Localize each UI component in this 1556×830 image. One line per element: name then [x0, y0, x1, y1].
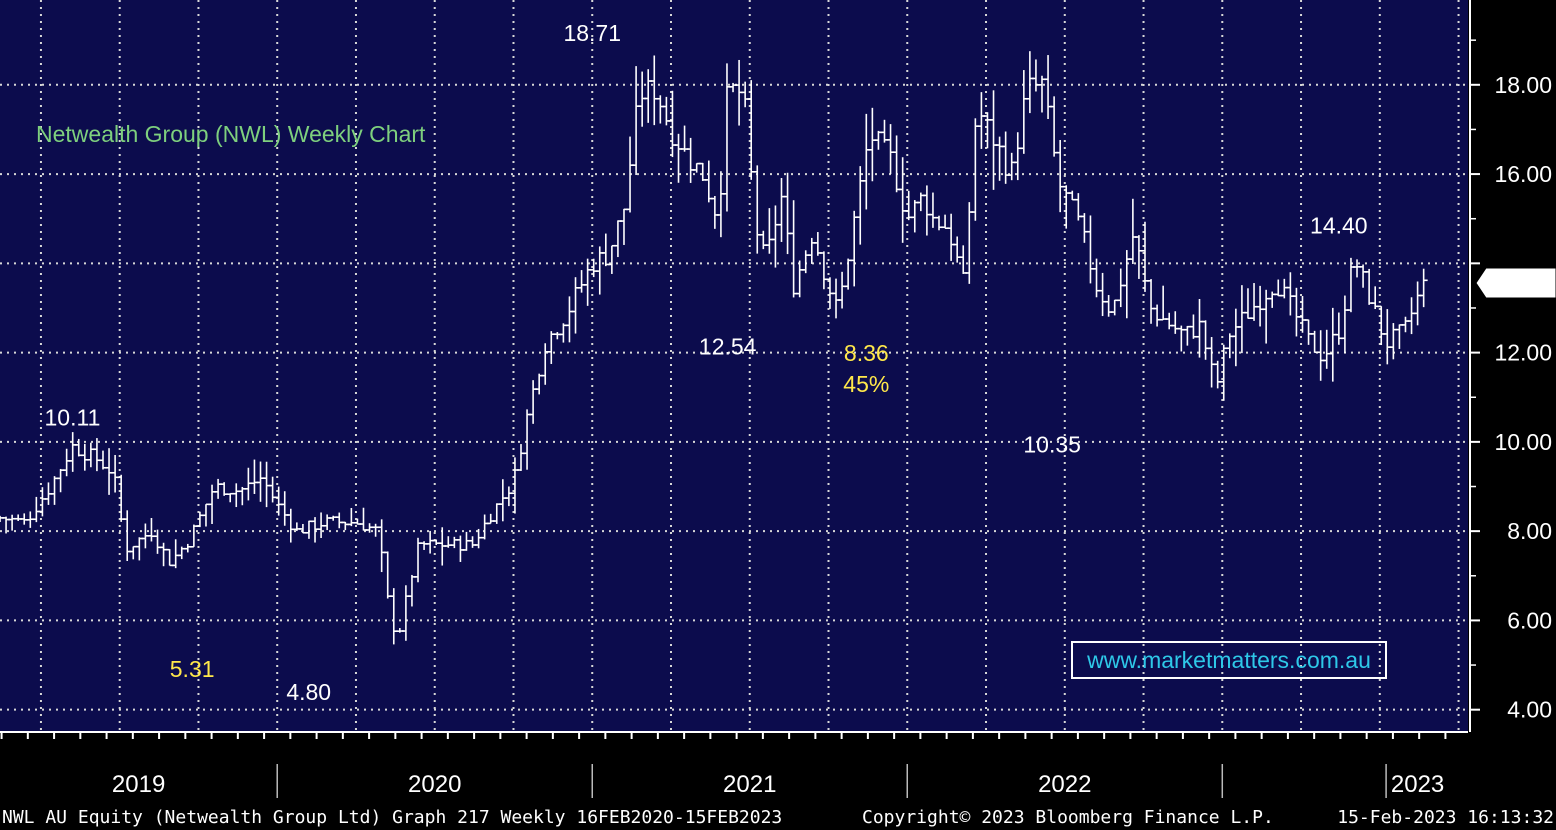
- chart-annotation: 5.31: [170, 656, 215, 682]
- axis-panel-bottom: [0, 732, 1556, 830]
- plot-background: [0, 0, 1468, 732]
- y-tick-label: 10.00: [1494, 429, 1552, 455]
- chart-annotation: 14.40: [1310, 212, 1368, 238]
- axis-panel-right: [1468, 0, 1556, 732]
- watermark-text: www.marketmatters.com.au: [1086, 647, 1371, 673]
- y-tick-label: 4.00: [1507, 697, 1552, 723]
- x-year-label: 2022: [1038, 771, 1091, 798]
- chart-annotation: 8.36: [844, 340, 889, 366]
- chart-annotation: 12.54: [699, 334, 757, 360]
- footer-right: 15-Feb-2023 16:13:32: [1337, 807, 1554, 828]
- chart-annotation: 45%: [843, 371, 889, 397]
- y-tick-label: 16.00: [1494, 161, 1552, 187]
- last-price-tag: 13.64: [1475, 267, 1556, 299]
- y-axis: 4.00 6.00 8.00 10.00 12.00 16.00 18.00: [1469, 0, 1552, 732]
- last-price-tag-shape: [1475, 267, 1556, 299]
- chart-annotation: 10.11: [45, 404, 101, 430]
- price-bars: [0, 51, 1428, 645]
- y-tick-label: 18.00: [1494, 72, 1552, 98]
- x-year-label: 2020: [408, 771, 461, 798]
- chart-annotation: 10.35: [1023, 431, 1081, 457]
- y-tick-label: 12.00: [1494, 340, 1552, 366]
- chart-title: Netwealth Group (NWL) Weekly Chart: [36, 121, 426, 147]
- watermark-frame: [1071, 641, 1387, 679]
- x-year-label: 2019: [112, 771, 165, 798]
- x-axis: 2019 2020 2021 2022 2023: [0, 731, 1468, 798]
- grid-lines: [0, 0, 1468, 732]
- footer-left: NWL AU Equity (Netwealth Group Ltd) Grap…: [2, 807, 782, 828]
- chart-annotation: 18.71: [563, 20, 621, 46]
- x-year-label: 2023: [1391, 771, 1444, 798]
- y-tick-label: 6.00: [1507, 607, 1552, 633]
- watermark-box: www.marketmatters.com.au: [1071, 641, 1387, 679]
- chart-annotation: 4.80: [286, 679, 331, 705]
- y-tick-label: 8.00: [1507, 518, 1552, 544]
- ohlc-bar: [1419, 268, 1428, 308]
- footer: NWL AU Equity (Netwealth Group Ltd) Grap…: [2, 807, 1554, 828]
- annotations: 10.11 5.31 4.80 18.71 12.54 8.36 45% 10.35 14.40: [45, 20, 1368, 705]
- last-price-label: 13.64: [1490, 270, 1548, 296]
- x-year-label: 2021: [723, 771, 776, 798]
- footer-middle: Copyright© 2023 Bloomberg Finance L.P.: [862, 807, 1274, 828]
